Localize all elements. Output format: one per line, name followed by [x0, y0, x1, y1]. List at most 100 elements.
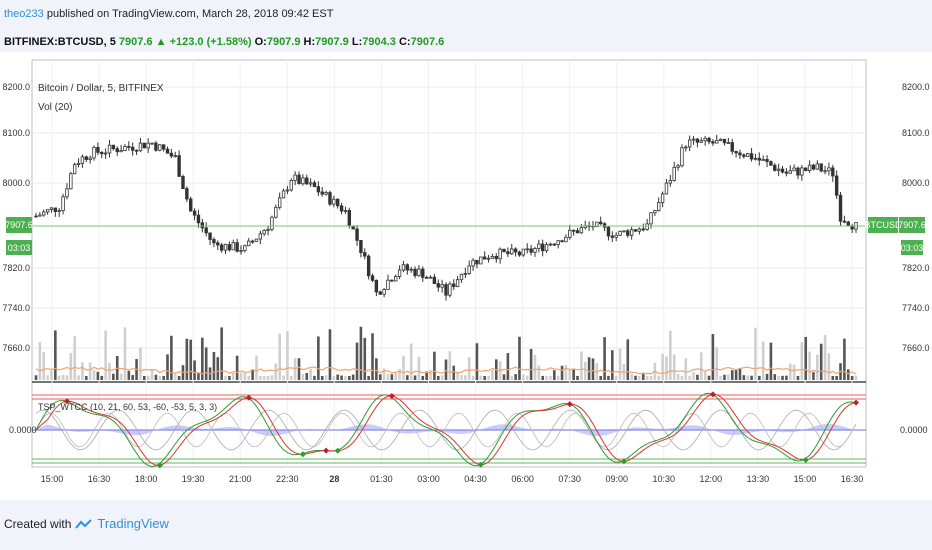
volume-bar — [332, 375, 336, 380]
volume-bar — [394, 372, 398, 380]
candle-body — [332, 198, 336, 205]
candle-body — [394, 276, 398, 282]
candle-body — [173, 155, 177, 158]
close-label: C: — [398, 36, 411, 48]
candle-body — [788, 170, 792, 174]
chart-frame[interactable]: 8200.0 8200.0 8100.0 8100.0 8000.0 8000.0 7820… — [0, 52, 932, 500]
cross-marker — [853, 399, 859, 406]
candle-body — [506, 251, 510, 255]
volume-bar — [189, 339, 193, 380]
volume-bar — [727, 374, 730, 380]
candle-body — [807, 164, 812, 172]
candle-body — [687, 139, 692, 148]
volume-bar — [320, 375, 324, 380]
volume-bar — [170, 335, 173, 380]
volume-bar — [433, 351, 436, 380]
volume-bar — [38, 342, 42, 380]
candle-body — [811, 164, 816, 170]
candle-body — [745, 153, 750, 157]
tradingview-brand[interactable]: TradingView — [97, 516, 169, 531]
volume-bar — [537, 365, 541, 380]
cross-marker — [388, 392, 395, 399]
osc-fill — [36, 423, 856, 436]
candle-body — [800, 167, 804, 176]
candle-body — [649, 212, 653, 225]
candle-body — [192, 210, 197, 216]
axes: 8200.0 8200.0 8100.0 8100.0 8000.0 8000.0 7820… — [2, 82, 929, 484]
candle-body — [510, 248, 514, 255]
volume-bar — [831, 375, 835, 380]
volume-bar — [576, 375, 579, 380]
volume-bar — [819, 343, 823, 380]
volume-bar — [545, 375, 548, 380]
volume-bar — [259, 375, 262, 380]
candle-body — [390, 279, 394, 282]
volume-bar — [201, 337, 204, 380]
volume-bar — [324, 375, 328, 380]
candle-body — [312, 182, 317, 187]
osc-wt2-line — [35, 393, 857, 466]
candle-body — [138, 142, 143, 152]
candle-body — [664, 182, 669, 195]
candle-body — [49, 207, 54, 211]
candle-body — [366, 255, 371, 277]
volume-bar — [765, 373, 769, 380]
candle-body — [34, 215, 38, 218]
candle-body — [127, 146, 131, 148]
cross-marker — [299, 451, 306, 458]
candle-body — [668, 180, 673, 184]
volume-bar — [587, 357, 591, 380]
candle-body — [254, 238, 259, 242]
volume-bar — [487, 375, 490, 380]
candle-body — [761, 159, 765, 161]
candle-body — [618, 230, 622, 236]
candle-body — [161, 144, 166, 150]
candle-body — [270, 216, 274, 230]
candle-body — [757, 157, 762, 161]
volume-bar — [850, 375, 854, 380]
volume-bar — [220, 327, 223, 380]
candle-body — [842, 220, 847, 223]
candle-body — [765, 159, 769, 163]
cross-marker — [566, 401, 573, 408]
candle-body — [502, 248, 506, 253]
volume-bar — [626, 339, 630, 380]
volume-bar — [804, 336, 808, 380]
chart-svg[interactable]: 8200.0 8200.0 8100.0 8100.0 8000.0 8000.0 7820… — [0, 52, 932, 500]
created-with-label: Created with — [4, 516, 72, 531]
candle-body — [386, 279, 390, 290]
candle-body — [498, 248, 502, 260]
candle-body — [165, 148, 170, 154]
candle-body — [88, 157, 92, 160]
y-tick-left: 8100.0 — [2, 128, 30, 138]
candle-body — [370, 275, 375, 281]
y-tick-right: 7740.0 — [902, 303, 930, 313]
volume-bar — [177, 375, 181, 380]
volume-bar — [429, 369, 432, 380]
volume-bar — [270, 375, 274, 380]
volume-bar — [603, 337, 606, 380]
volume-bar — [688, 375, 691, 380]
volume-bar — [355, 342, 359, 380]
volume-bar — [692, 372, 695, 380]
candle-body — [339, 205, 344, 212]
volume-bar — [580, 351, 583, 380]
candle-body — [773, 164, 777, 171]
candle-body — [305, 177, 309, 185]
candle-body — [722, 138, 727, 144]
x-tick-label: 04:30 — [464, 474, 487, 484]
volume-bar — [750, 375, 753, 380]
volume-bar — [382, 368, 386, 380]
candle-body — [274, 206, 278, 218]
candle-body — [467, 265, 471, 274]
volume-bar — [417, 356, 421, 380]
volume-bar — [522, 374, 525, 380]
candle-body — [622, 230, 626, 233]
candle-body — [169, 152, 174, 157]
volume-bar — [491, 369, 494, 380]
candle-body — [831, 167, 835, 177]
volume-bar — [599, 375, 603, 380]
author-link[interactable]: theo233 — [4, 8, 44, 20]
candle-body — [742, 154, 746, 157]
volume-bar — [150, 370, 154, 380]
